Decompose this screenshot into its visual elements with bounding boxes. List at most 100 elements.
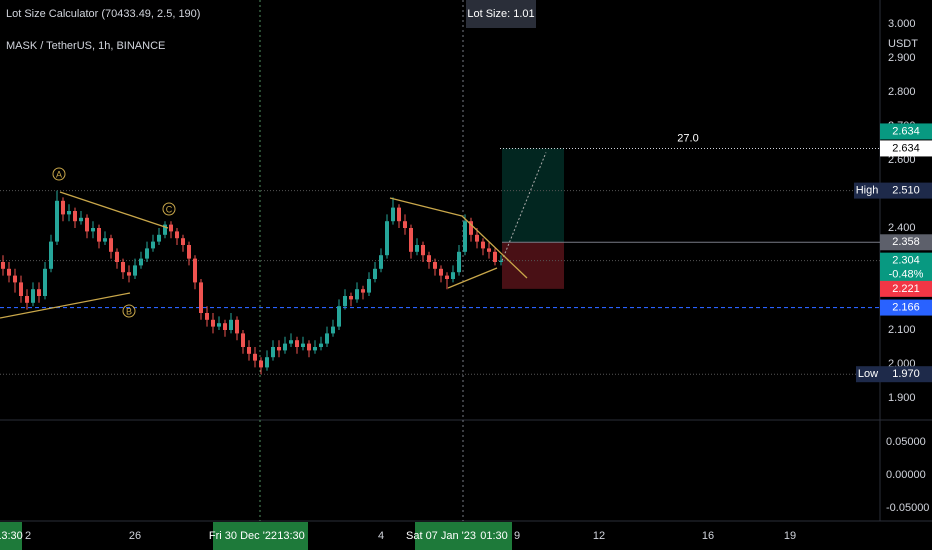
target-price-box [880, 140, 932, 157]
candle-body [169, 224, 173, 232]
stop-price-box [880, 280, 932, 297]
lot-size-box [466, 0, 536, 28]
indicator-tick-label: 0.05000 [886, 436, 926, 448]
y-tick-label: 2.800 [888, 86, 916, 98]
crosshair-label: Fri 30 Dec '22 [209, 530, 277, 542]
candle-body [487, 248, 491, 252]
y-tick-label: 2.100 [888, 324, 916, 336]
candle-body [355, 289, 359, 300]
crosshair-label: 01:30 [480, 530, 508, 542]
candle-body [277, 347, 281, 351]
candle-body [181, 238, 185, 246]
candle-body [319, 343, 323, 348]
candle-body [499, 260, 503, 263]
candle-body [253, 353, 257, 361]
last-price-box [880, 252, 932, 283]
candle-body [145, 248, 149, 259]
x-tick-label: 12 [593, 530, 605, 542]
candle-body [379, 255, 383, 269]
candle-body [301, 343, 305, 348]
wave-label: C [166, 204, 173, 214]
candle-body [409, 228, 413, 252]
target-price: 2.634 [892, 142, 920, 154]
crosshair-label: 13:30 [277, 530, 305, 542]
y-tick-label: 1.900 [888, 392, 916, 404]
candle-body [151, 241, 155, 249]
candle-body [445, 275, 449, 280]
trend-line [389, 197, 463, 217]
candle-body [199, 282, 203, 314]
candle-body [463, 221, 467, 252]
x-tick-label: 2 [25, 530, 31, 542]
candle-body [415, 245, 419, 252]
candle-body [265, 357, 269, 368]
candle-body [235, 319, 239, 334]
candle-body [133, 265, 137, 276]
level-price-box [880, 299, 932, 316]
candle-body [31, 289, 35, 303]
candle-body [43, 268, 47, 297]
level-price: 2.166 [892, 301, 920, 313]
entry-price: 2.358 [892, 236, 920, 248]
candle-body [97, 228, 101, 242]
candle-body [259, 360, 263, 368]
candle-body [121, 262, 125, 273]
crosshair-label: 13:30 [0, 530, 23, 542]
y-tick-label: 2.400 [888, 222, 916, 234]
target-price-box [880, 123, 932, 140]
candle-body [481, 241, 485, 249]
candle-body [439, 268, 443, 276]
candle-body [457, 251, 461, 273]
lot-size: Lot Size: 1.01 [467, 8, 534, 20]
wave-marker [52, 167, 66, 181]
candle-body [193, 258, 197, 283]
candle-body [391, 207, 395, 222]
candle-body [427, 255, 431, 263]
candle-body [7, 268, 11, 276]
candle-body [103, 238, 107, 242]
loss-zone [502, 242, 564, 289]
x-tick-label: 26 [129, 530, 141, 542]
wave-label: A [56, 169, 62, 179]
candle-body [307, 343, 311, 351]
trend-line [59, 191, 169, 229]
candle-body [37, 289, 41, 297]
currency: USDT [888, 38, 918, 50]
candle-body [385, 221, 389, 256]
candle-body [343, 296, 347, 307]
candle-body [421, 245, 425, 256]
low-tag [856, 366, 880, 383]
candle-body [397, 207, 401, 222]
candle-body [217, 323, 221, 327]
candle-body [55, 200, 59, 242]
candle-body [13, 275, 17, 283]
candle-body [271, 347, 275, 358]
y-tick-label: 2.900 [888, 52, 916, 64]
trend-line [461, 215, 528, 279]
wave-label: B [126, 306, 132, 316]
indicator-tick-label: -0.05000 [886, 502, 929, 514]
trend-line [0, 292, 131, 319]
y-tick-label: 3.000 [888, 18, 916, 30]
candle-body [115, 251, 119, 263]
candle-body [283, 343, 287, 351]
x-tick-label: 4 [378, 530, 384, 542]
candle-body [163, 224, 167, 235]
candle-body [139, 258, 143, 266]
x-tick-label: 19 [784, 530, 796, 542]
trend-line [447, 267, 498, 289]
candle-body [91, 228, 95, 232]
high-tag [854, 182, 880, 199]
indicator-name: Lot Size Calculator (70433.49, 2.5, 190) [6, 8, 200, 20]
projection-arrow [501, 152, 547, 261]
chart-title: MASK / TetherUS, 1h, BINANCE [6, 40, 165, 52]
candle-body [85, 217, 89, 232]
candle-body [73, 211, 77, 222]
low-tag-text: Low [858, 368, 878, 380]
high-price: 2.510 [892, 185, 920, 197]
crosshair-label-box [0, 522, 22, 550]
candle-body [25, 296, 29, 303]
candle-body [19, 282, 23, 297]
candle-body [493, 251, 497, 263]
